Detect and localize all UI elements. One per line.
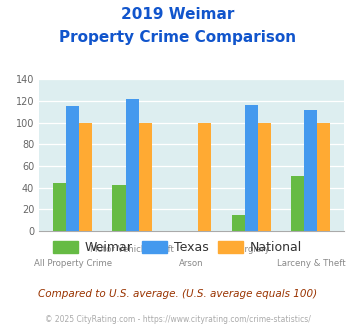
Bar — [258, 122, 271, 231]
Bar — [317, 122, 331, 231]
Text: 2019 Weimar: 2019 Weimar — [121, 7, 234, 21]
Text: © 2025 CityRating.com - https://www.cityrating.com/crime-statistics/: © 2025 CityRating.com - https://www.city… — [45, 315, 310, 324]
Text: Arson: Arson — [179, 259, 204, 268]
Text: Burglary: Burglary — [233, 245, 269, 254]
Bar — [66, 106, 79, 231]
Bar — [113, 185, 126, 231]
Bar — [291, 176, 304, 231]
Bar — [304, 110, 317, 231]
Text: Property Crime Comparison: Property Crime Comparison — [59, 30, 296, 45]
Bar — [231, 215, 245, 231]
Text: All Property Crime: All Property Crime — [33, 259, 111, 268]
Bar — [53, 183, 66, 231]
Legend: Weimar, Texas, National: Weimar, Texas, National — [48, 236, 307, 259]
Bar — [126, 99, 139, 231]
Text: Compared to U.S. average. (U.S. average equals 100): Compared to U.S. average. (U.S. average … — [38, 289, 317, 299]
Text: Motor Vehicle Theft: Motor Vehicle Theft — [90, 245, 174, 254]
Bar — [139, 122, 152, 231]
Bar — [245, 105, 258, 231]
Bar — [79, 122, 92, 231]
Text: Larceny & Theft: Larceny & Theft — [277, 259, 345, 268]
Bar — [198, 122, 211, 231]
